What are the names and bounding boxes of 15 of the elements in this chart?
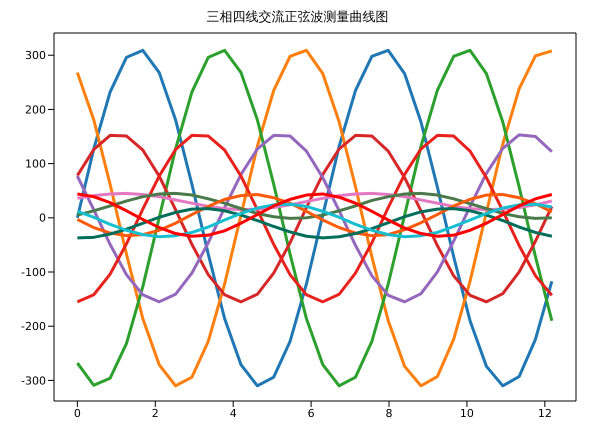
y-tick-label: 100 [25,158,46,171]
y-tick-label: 300 [25,49,46,62]
y-tick-label: -100 [21,266,46,279]
x-tick-label: 0 [74,406,81,420]
y-tick-label: -200 [21,320,46,334]
y-tick-label: 200 [25,103,46,116]
y-tick-label: -300 [21,374,46,388]
x-tick-label: 6 [308,406,315,420]
x-tick-label: 12 [538,406,552,420]
x-tick-label: 2 [152,406,159,420]
y-tick-label: 0 [39,212,46,225]
x-tick-label: 4 [230,406,237,420]
x-tick-label: 8 [386,406,393,420]
chart-title: 三相四线交流正弦波测量曲线图 [206,9,390,27]
x-tick-label: 10 [460,406,474,420]
